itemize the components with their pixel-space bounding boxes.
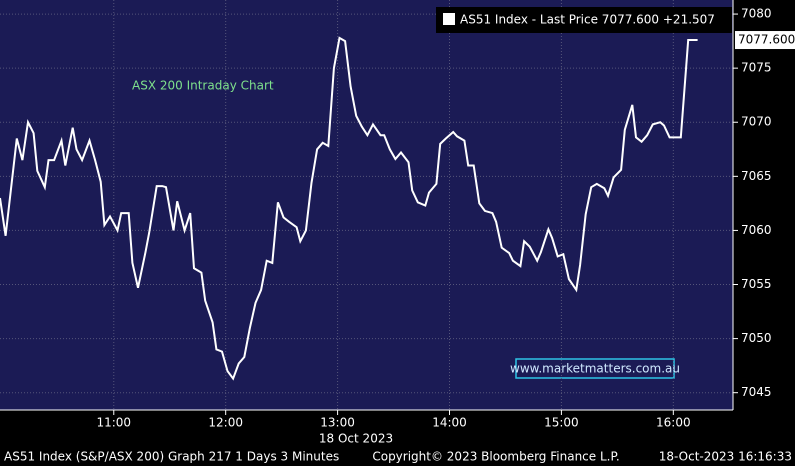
date-label: 18 Oct 2023 <box>319 432 393 446</box>
footer-right: 18-Oct-2023 16:16:33 <box>659 450 792 464</box>
watermark-box <box>515 358 675 379</box>
chart-title: ASX 200 Intraday Chart <box>132 79 274 93</box>
y-tick-label: 7050 <box>741 331 772 345</box>
x-tick-label: 13:00 <box>320 416 355 430</box>
last-price-label: 7077.600 <box>738 33 795 47</box>
legend-label: AS51 Index - Last Price 7077.600 +21.507 <box>460 13 715 27</box>
footer-left: AS51 Index (S&P/ASX 200) Graph 217 1 Day… <box>4 450 339 464</box>
x-tick-label: 12:00 <box>208 416 243 430</box>
watermark: www.marketmatters.com.au <box>510 362 680 376</box>
y-tick-label: 7070 <box>741 115 772 129</box>
last-price-box <box>735 31 795 50</box>
legend-box <box>436 7 732 33</box>
x-tick-label: 15:00 <box>544 416 579 430</box>
y-tick-label: 7075 <box>741 61 772 75</box>
y-tick-label: 7055 <box>741 277 772 291</box>
y-tick-label: 7045 <box>741 385 772 399</box>
price-line <box>0 36 698 381</box>
footer-center: Copyright© 2023 Bloomberg Finance L.P. <box>372 450 619 464</box>
x-tick-label: 14:00 <box>432 416 467 430</box>
plot-area <box>0 0 733 410</box>
legend-swatch <box>443 13 455 25</box>
y-tick-label: 7080 <box>741 7 772 21</box>
y-tick-label: 7060 <box>741 223 772 237</box>
x-tick-label: 11:00 <box>96 416 131 430</box>
y-tick-label: 7065 <box>741 169 772 183</box>
x-tick-label: 16:00 <box>656 416 691 430</box>
